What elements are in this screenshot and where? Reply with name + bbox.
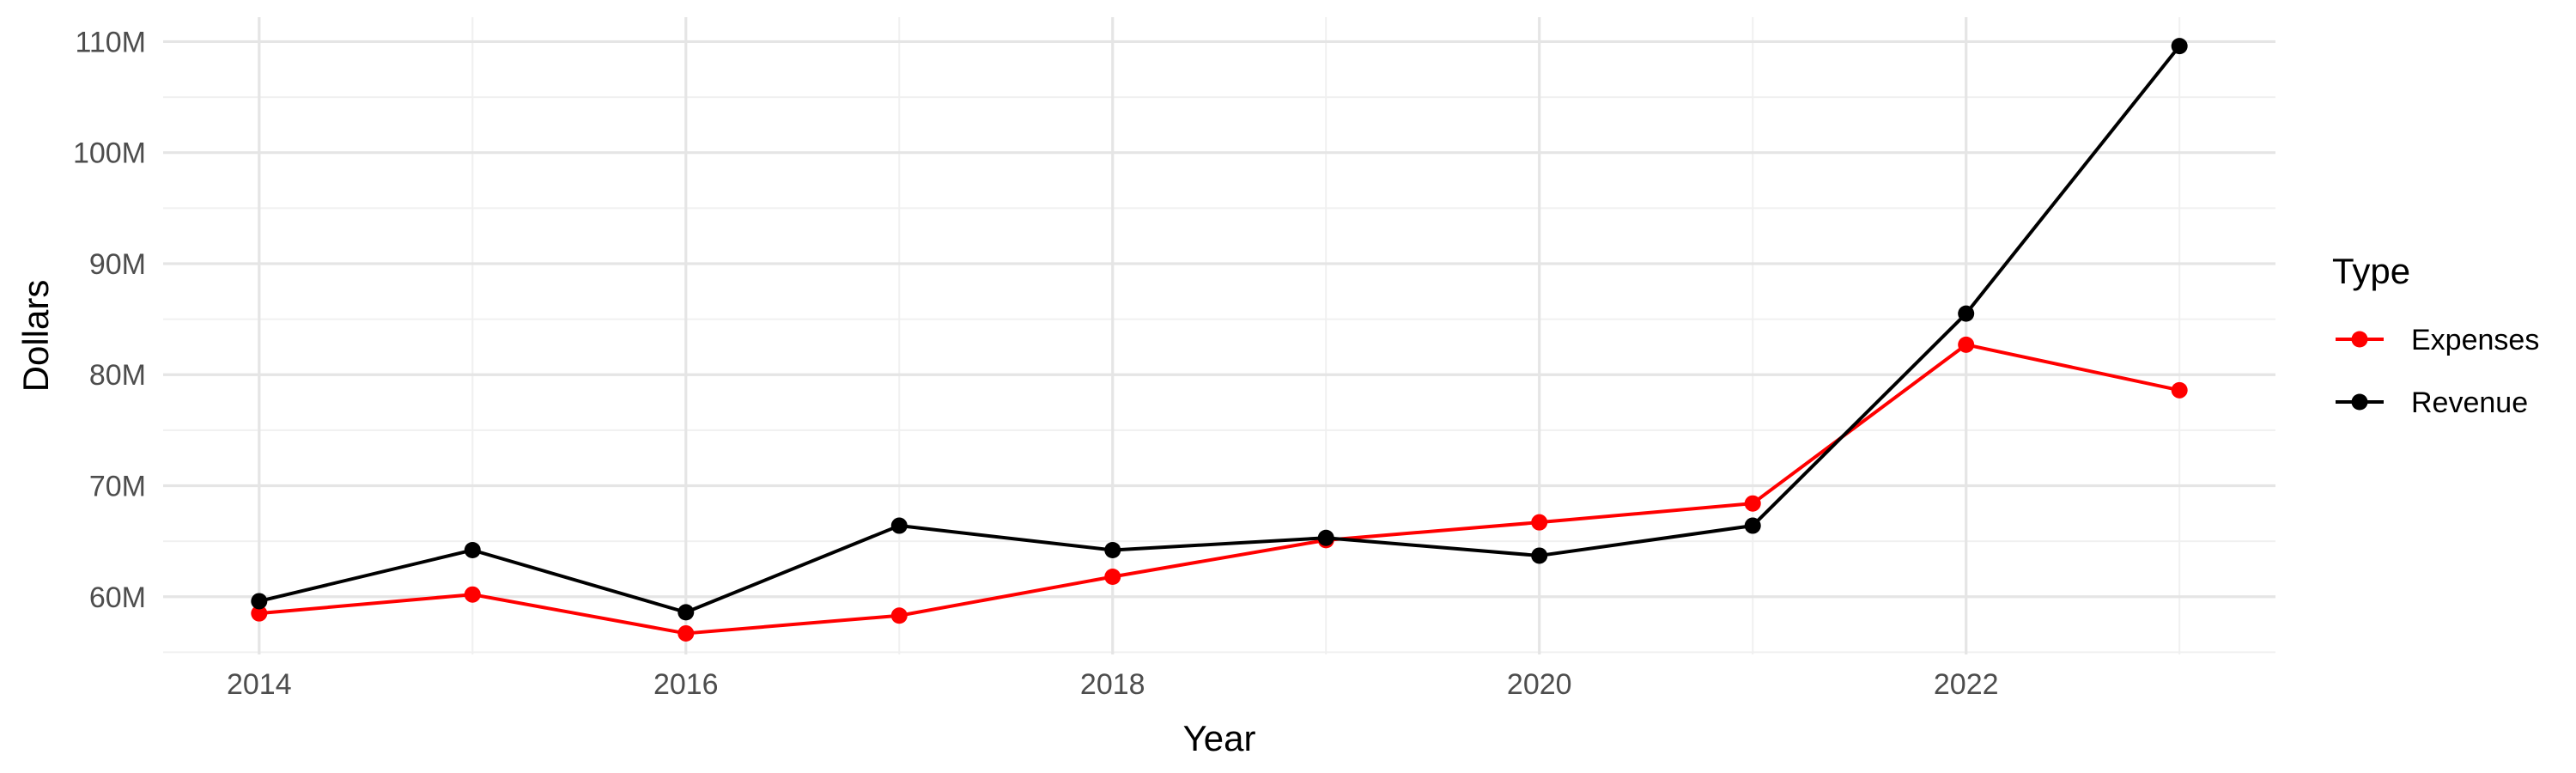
- legend: Type Expenses Revenue: [2332, 251, 2539, 419]
- revenue-point: [677, 604, 695, 621]
- y-tick-label: 90M: [89, 248, 146, 281]
- y-axis-title: Dollars: [15, 280, 56, 393]
- revenue-point: [890, 517, 908, 534]
- x-tick-label: 2016: [653, 668, 719, 701]
- y-tick-label: 60M: [89, 581, 146, 614]
- legend-key-point: [2351, 393, 2368, 411]
- revenue-point: [2171, 38, 2188, 55]
- legend-label: Expenses: [2411, 324, 2539, 356]
- series-expenses: [251, 336, 2188, 642]
- legend-title: Type: [2332, 251, 2410, 291]
- x-axis-tick-labels: 2014 2016 2018 2020 2022: [227, 668, 1999, 701]
- y-tick-label: 70M: [89, 471, 146, 503]
- legend-key-point: [2351, 331, 2368, 348]
- series-layer: [251, 38, 2188, 642]
- expenses-point: [1958, 336, 1975, 353]
- expenses-point: [1744, 495, 1761, 512]
- expenses-point: [1531, 514, 1548, 531]
- x-tick-label: 2018: [1080, 668, 1145, 701]
- revenue-point: [1104, 541, 1121, 558]
- y-axis-tick-labels: 60M 70M 80M 90M 100M 110M: [73, 26, 146, 613]
- minor-gridlines: [163, 17, 2275, 654]
- series-revenue: [251, 38, 2188, 621]
- revenue-point: [1744, 517, 1761, 534]
- revenue-point: [1958, 305, 1975, 322]
- expenses-point: [464, 586, 481, 603]
- x-tick-label: 2022: [1934, 668, 1999, 701]
- revenue-point: [1317, 529, 1334, 546]
- expenses-point: [890, 607, 908, 624]
- expenses-point: [677, 624, 695, 642]
- x-axis-title: Year: [1183, 718, 1256, 758]
- x-tick-label: 2020: [1507, 668, 1572, 701]
- legend-label: Revenue: [2411, 386, 2528, 419]
- y-tick-label: 100M: [73, 137, 146, 170]
- x-tick-label: 2014: [227, 668, 292, 701]
- revenue-point: [464, 541, 481, 558]
- revenue-point: [251, 593, 268, 610]
- expenses-point: [251, 605, 268, 622]
- legend-item-expenses: Expenses: [2336, 324, 2539, 356]
- revenue-line: [258, 45, 2181, 614]
- revenue-point: [1531, 547, 1548, 564]
- expenses-line: [258, 343, 2180, 636]
- y-tick-label: 110M: [75, 26, 146, 58]
- legend-item-revenue: Revenue: [2336, 386, 2528, 419]
- expenses-point: [2171, 381, 2188, 399]
- y-tick-label: 80M: [89, 359, 146, 392]
- expenses-point: [1104, 569, 1121, 586]
